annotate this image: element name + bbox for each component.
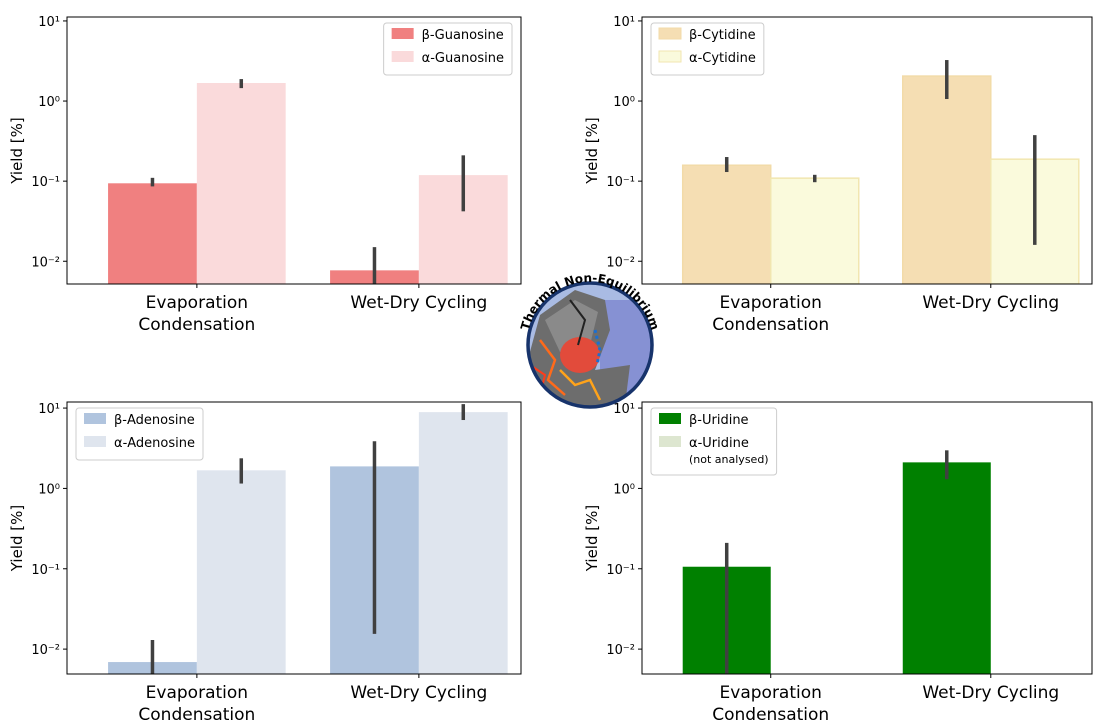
bar bbox=[771, 178, 859, 284]
y-tick-label: 10⁻¹ bbox=[31, 175, 60, 190]
legend-swatch bbox=[84, 413, 106, 424]
legend-swatch bbox=[84, 436, 106, 447]
legend-label: α-Guanosine bbox=[422, 51, 504, 66]
y-axis-label: Yield [%] bbox=[8, 117, 26, 184]
legend-swatch bbox=[392, 51, 414, 62]
y-axis-label: Yield [%] bbox=[8, 505, 26, 572]
figure: 10⁻² 10⁻¹ 10⁰ 10¹ Yield [%] EvaporationConden… bbox=[0, 0, 1094, 724]
x-tick-label: Wet-Dry Cycling bbox=[922, 683, 1059, 703]
legend: β-Adenosine α-Adenosine bbox=[76, 408, 203, 460]
y-axis-label: Yield [%] bbox=[583, 117, 601, 184]
legend: β-Cytidine α-Cytidine bbox=[651, 23, 764, 75]
y-tick-label: 10⁻² bbox=[606, 643, 635, 658]
legend-label: β-Cytidine bbox=[689, 28, 756, 43]
legend-label: β-Uridine bbox=[689, 413, 749, 428]
badge: Thermal Non-Equilibrium bbox=[518, 271, 662, 410]
x-tick-label: Wet-Dry Cycling bbox=[350, 293, 487, 313]
y-tick-label: 10⁻¹ bbox=[606, 175, 635, 190]
legend-swatch bbox=[659, 436, 681, 447]
page: 10⁻² 10⁻¹ 10⁰ 10¹ Yield [%] EvaporationConden… bbox=[0, 0, 1094, 724]
y-tick-label: 10⁰ bbox=[38, 95, 60, 110]
y-tick-label: 10⁰ bbox=[613, 482, 635, 497]
legend-label: α-Adenosine bbox=[114, 436, 195, 451]
legend-swatch bbox=[659, 413, 681, 424]
y-tick-label: 10⁰ bbox=[38, 482, 60, 497]
legend-swatch bbox=[659, 51, 681, 62]
legend-label: β-Guanosine bbox=[422, 28, 504, 43]
y-tick-label: 10⁻¹ bbox=[31, 563, 60, 578]
y-tick-label: 10¹ bbox=[38, 15, 60, 30]
legend-swatch bbox=[392, 28, 414, 39]
x-tick-label: Wet-Dry Cycling bbox=[350, 683, 487, 703]
plot-area bbox=[683, 60, 1079, 284]
y-tick-label: 10⁻¹ bbox=[606, 563, 635, 578]
x-tick-label: Wet-Dry Cycling bbox=[922, 293, 1059, 313]
bar bbox=[903, 76, 991, 284]
bar bbox=[683, 165, 771, 284]
y-tick-label: 10¹ bbox=[613, 15, 635, 30]
legend: β-Guanosine α-Guanosine bbox=[384, 23, 512, 75]
y-tick-label: 10⁻² bbox=[31, 643, 60, 658]
y-tick-label: 10⁻² bbox=[31, 255, 60, 270]
bar bbox=[108, 183, 197, 284]
legend-label: β-Adenosine bbox=[114, 413, 195, 428]
legend-label: α-Cytidine bbox=[689, 51, 756, 66]
y-tick-label: 10¹ bbox=[613, 402, 635, 417]
y-axis-label: Yield [%] bbox=[583, 505, 601, 572]
y-tick-label: 10¹ bbox=[38, 402, 60, 417]
bar bbox=[903, 462, 991, 674]
y-tick-label: 10⁰ bbox=[613, 95, 635, 110]
y-tick-label: 10⁻² bbox=[606, 255, 635, 270]
bar bbox=[197, 83, 286, 284]
bar bbox=[197, 470, 286, 674]
legend-swatch bbox=[659, 28, 681, 39]
bar bbox=[419, 412, 508, 674]
